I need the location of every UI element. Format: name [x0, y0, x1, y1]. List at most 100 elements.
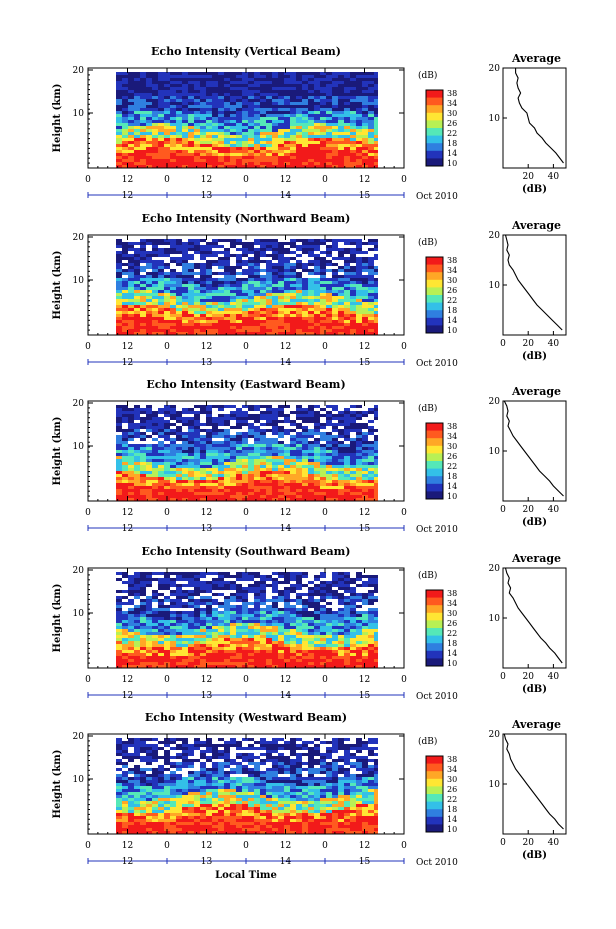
colorbar-segment — [426, 453, 443, 462]
colorbar-segment — [426, 590, 443, 598]
hour-label: 12 — [201, 342, 212, 352]
heatmap-image — [116, 572, 378, 668]
colorbar-segment — [426, 105, 443, 114]
day-label: 15 — [359, 191, 371, 201]
colorbar-tick-label: 38 — [447, 589, 457, 598]
colorbar-segment — [426, 635, 443, 644]
hour-label: 12 — [201, 175, 212, 185]
hour-label: 0 — [164, 508, 170, 518]
y-axis-label: Height (km) — [52, 84, 63, 153]
colorbar-segment — [426, 430, 443, 439]
colorbar-segment — [426, 763, 443, 772]
y-axis-label: Height (km) — [52, 584, 63, 653]
colorbar-tick-label: 30 — [447, 276, 457, 285]
colorbar-tick-label: 22 — [447, 296, 457, 305]
day-label: 13 — [201, 191, 213, 201]
average-frame — [502, 733, 567, 835]
colorbar-frame — [425, 89, 444, 167]
colorbar-tick-label: 18 — [447, 639, 457, 648]
day-label: 14 — [280, 691, 292, 701]
avg-y-tick-label: 20 — [489, 397, 501, 407]
hour-label: 0 — [164, 342, 170, 352]
heatmap-image — [116, 405, 378, 501]
average-title: Average — [511, 219, 561, 232]
colorbar-tick-label: 22 — [447, 129, 457, 138]
average-profile-line — [503, 400, 564, 497]
hour-label: 0 — [401, 342, 407, 352]
colorbar-segment — [426, 257, 443, 265]
avg-x-tick-label: 40 — [548, 172, 560, 182]
average-frame — [502, 567, 567, 669]
avg-y-tick-label: 10 — [489, 447, 501, 457]
average-frame — [502, 400, 567, 502]
colorbar-tick-label: 26 — [447, 286, 457, 295]
panel-title: Echo Intensity (Vertical Beam) — [151, 45, 341, 58]
colorbar-tick-label: 18 — [447, 139, 457, 148]
colorbar-tick-label: 10 — [447, 492, 457, 501]
hour-label: 0 — [243, 175, 249, 185]
panel-3: Echo Intensity (Southward Beam) 20 10 Heigh… — [52, 545, 567, 702]
y-tick-label: 10 — [73, 775, 85, 785]
colorbar-segment — [426, 120, 443, 129]
x-axis-label: Local Time — [215, 870, 277, 881]
colorbar-segment — [426, 438, 443, 447]
y-axis-label: Height (km) — [52, 750, 63, 819]
colorbar-segment — [426, 325, 443, 334]
avg-x-tick-label: 0 — [500, 339, 506, 349]
hour-label: 0 — [85, 675, 91, 685]
colorbar-tick-label: 14 — [447, 649, 457, 658]
average-title: Average — [511, 52, 561, 65]
hour-label: 12 — [201, 841, 212, 851]
day-label: 13 — [201, 857, 213, 867]
colorbar-tick-label: 38 — [447, 256, 457, 265]
colorbar-segment — [426, 476, 443, 485]
colorbar-tick-label: 34 — [447, 99, 457, 108]
hour-label: 12 — [280, 508, 291, 518]
day-label: 15 — [359, 691, 371, 701]
colorbar-frame — [425, 755, 444, 833]
day-label: 13 — [201, 691, 213, 701]
colorbar-segment — [426, 128, 443, 136]
colorbar-segment — [426, 778, 443, 787]
colorbar-tick-label: 26 — [447, 119, 457, 128]
month-label: Oct 2010 — [416, 359, 458, 369]
avg-y-tick-label: 20 — [489, 564, 501, 574]
colorbar-segment — [426, 287, 443, 296]
avg-y-tick-label: 20 — [489, 231, 501, 241]
colorbar-tick-label: 30 — [447, 609, 457, 618]
colorbar-tick-label: 30 — [447, 775, 457, 784]
avg-y-tick-label: 10 — [489, 281, 501, 291]
y-tick-label: 20 — [73, 233, 85, 243]
avg-y-tick-label: 20 — [489, 64, 501, 74]
avg-x-axis-label: (dB) — [522, 684, 547, 695]
avg-x-tick-label: 20 — [522, 838, 534, 848]
avg-y-tick-label: 10 — [489, 614, 501, 624]
colorbar-tick-label: 14 — [447, 815, 457, 824]
colorbar-tick-label: 18 — [447, 805, 457, 814]
colorbar-tick-label: 18 — [447, 306, 457, 315]
colorbar-tick-label: 34 — [447, 266, 457, 275]
month-label: Oct 2010 — [416, 192, 458, 202]
day-label: 15 — [359, 524, 371, 534]
average-profile-line — [515, 68, 564, 164]
colorbar-tick-label: 10 — [447, 159, 457, 168]
hour-label: 0 — [85, 175, 91, 185]
colorbar-tick-label: 26 — [447, 619, 457, 628]
y-tick-label: 20 — [73, 399, 85, 409]
colorbar-segment — [426, 483, 443, 492]
panel-2: Echo Intensity (Eastward Beam) 20 10 Height… — [52, 378, 567, 535]
hour-label: 0 — [164, 675, 170, 685]
hour-label: 0 — [243, 342, 249, 352]
colorbar-segment — [426, 461, 443, 469]
colorbar-tick-label: 38 — [447, 755, 457, 764]
hour-label: 12 — [359, 675, 370, 685]
hour-label: 0 — [85, 342, 91, 352]
day-label: 15 — [359, 857, 371, 867]
heatmap-image — [116, 239, 378, 335]
colorbar-segment — [426, 112, 443, 121]
colorbar-segment — [426, 317, 443, 326]
colorbar-segment — [426, 786, 443, 795]
day-label: 14 — [280, 857, 292, 867]
month-label: Oct 2010 — [416, 525, 458, 535]
